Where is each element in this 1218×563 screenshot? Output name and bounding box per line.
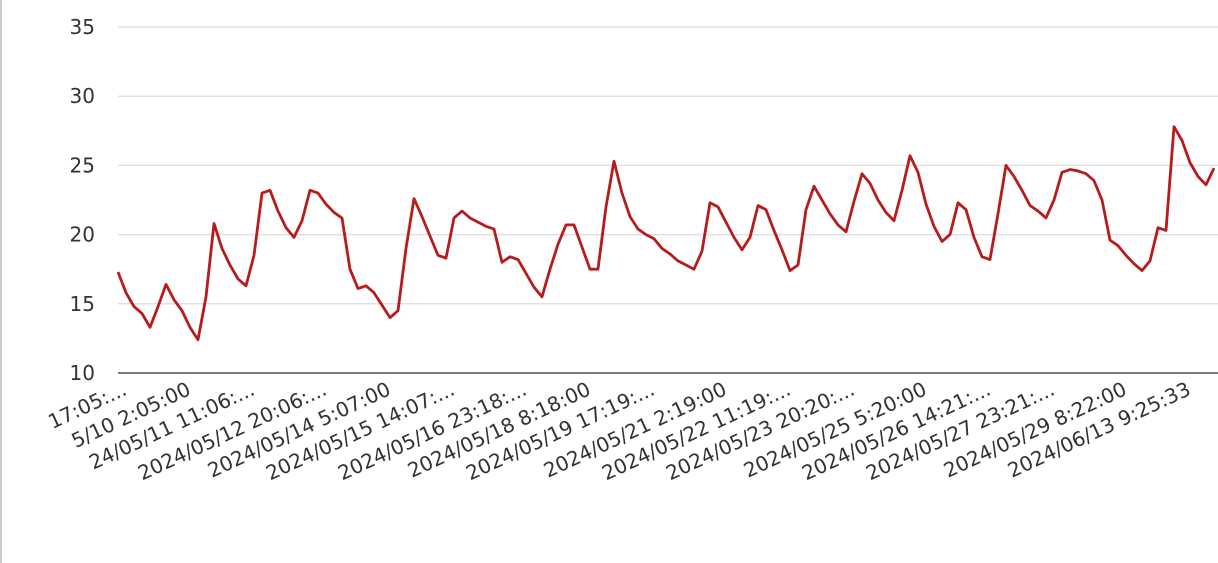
data-line bbox=[116, 125, 1216, 342]
y-tick-label: 15 bbox=[70, 292, 95, 316]
y-tick-label: 10 bbox=[70, 361, 95, 385]
y-tick-label: 20 bbox=[70, 223, 95, 247]
y-tick-label: 30 bbox=[70, 84, 95, 108]
left-border bbox=[0, 0, 2, 563]
y-tick-label: 25 bbox=[70, 153, 95, 177]
y-tick-label: 35 bbox=[70, 15, 95, 39]
